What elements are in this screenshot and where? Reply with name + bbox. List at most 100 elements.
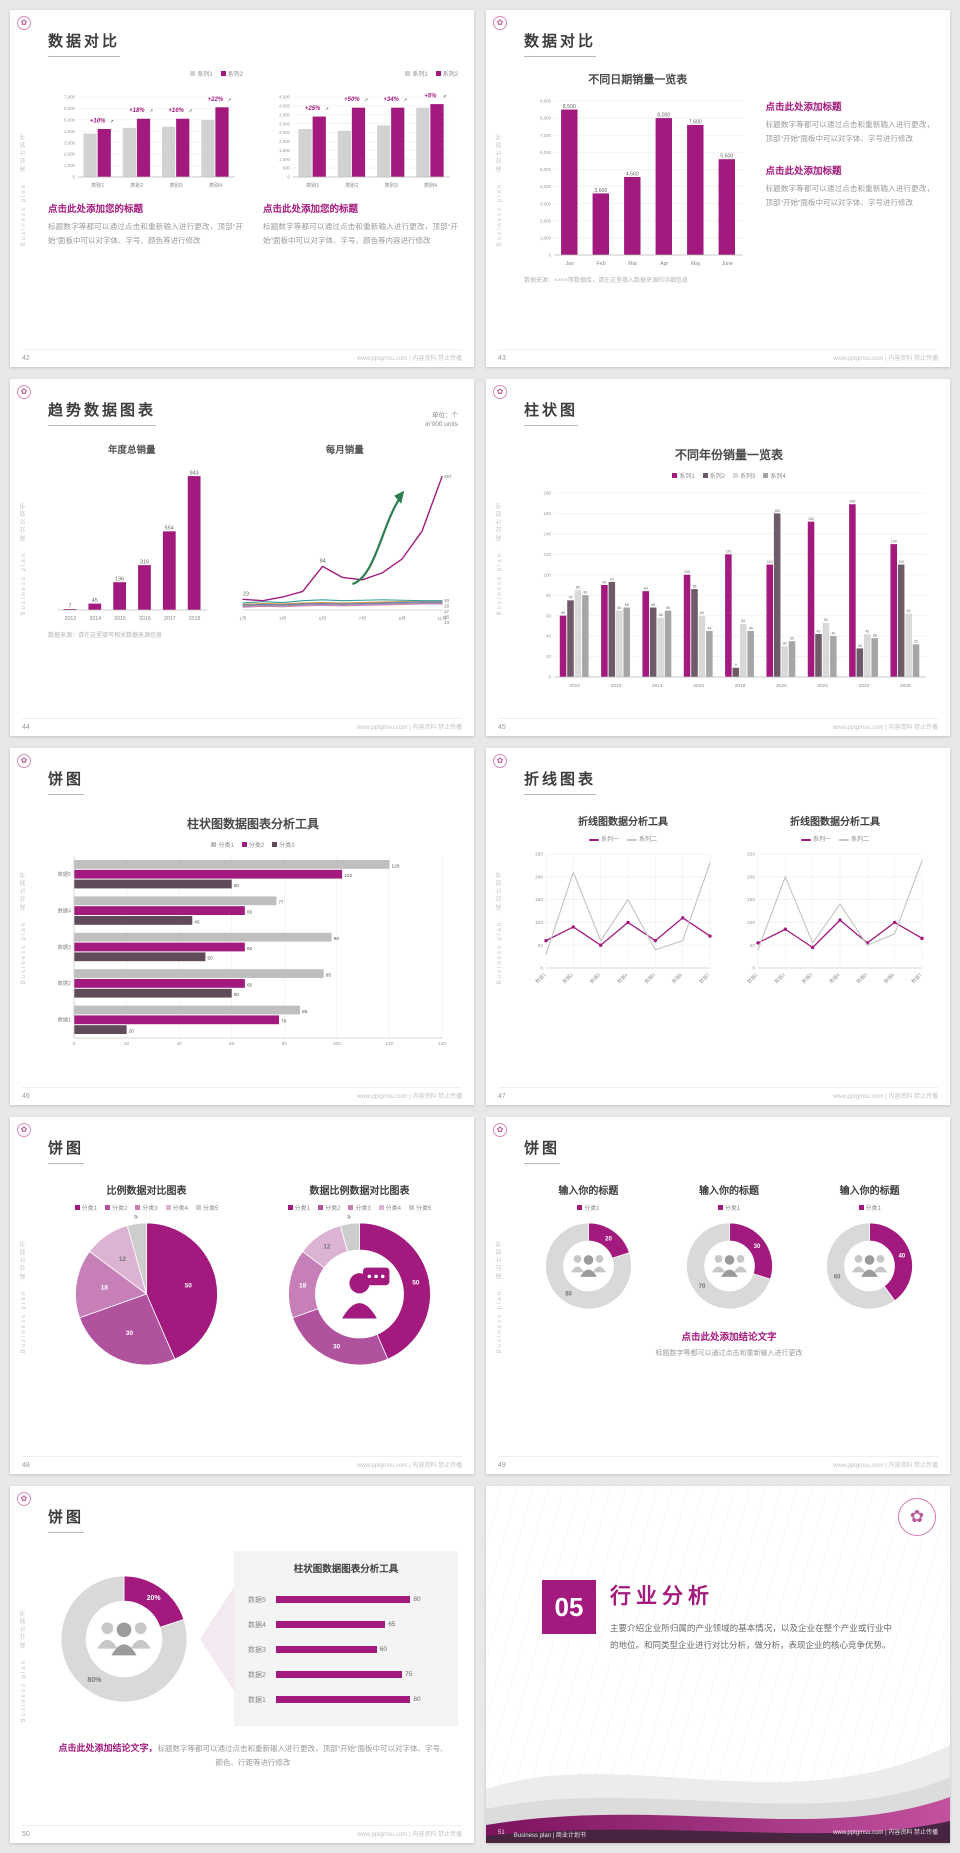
beam-connector-shape xyxy=(200,1586,234,1691)
svg-text:+22%: +22% xyxy=(208,97,224,103)
svg-text:3,000: 3,000 xyxy=(540,201,552,206)
svg-text:Jan: Jan xyxy=(566,261,574,267)
svg-text:98: 98 xyxy=(334,936,340,942)
side-watermark-text: Business plan · 商业计划书 xyxy=(497,500,503,615)
svg-text:13: 13 xyxy=(444,620,450,624)
svg-text:0: 0 xyxy=(549,253,552,258)
svg-text:8,500: 8,500 xyxy=(563,104,576,110)
brand-logo-icon: ✿ xyxy=(17,16,31,30)
page-number: 43 xyxy=(498,355,506,362)
svg-text:数据5: 数据5 xyxy=(58,870,71,878)
page-number: 49 xyxy=(498,1462,506,1469)
svg-text:80: 80 xyxy=(583,591,587,595)
svg-text:60: 60 xyxy=(546,613,551,618)
svg-text:2024: 2024 xyxy=(859,683,870,689)
svg-text:Mar: Mar xyxy=(628,261,637,267)
svg-text:38: 38 xyxy=(873,634,877,638)
conclusion-body: 标题数字等都可以通过点击和重新输入进行更改，顶部“开始”面板中可以对字体、字号、… xyxy=(48,222,243,245)
svg-text:数据2: 数据2 xyxy=(58,979,71,987)
svg-text:50: 50 xyxy=(750,943,756,949)
svg-text:169: 169 xyxy=(849,500,855,504)
svg-text:2022: 2022 xyxy=(817,683,828,689)
page-number: 42 xyxy=(22,355,30,362)
svg-text:120: 120 xyxy=(725,550,731,554)
svg-text:↗: ↗ xyxy=(403,98,407,104)
svg-text:150: 150 xyxy=(535,897,543,903)
donut-chart-20: 分类1 20 80 xyxy=(524,1201,653,1317)
svg-text:+34%: +34% xyxy=(383,97,399,103)
svg-text:数据1: 数据1 xyxy=(746,971,760,985)
svg-text:100: 100 xyxy=(535,920,543,926)
svg-text:4,500: 4,500 xyxy=(279,95,291,100)
svg-text:45: 45 xyxy=(194,919,200,925)
page-number: 51 xyxy=(498,1830,505,1836)
svg-text:+50%: +50% xyxy=(344,97,360,103)
svg-text:2,500: 2,500 xyxy=(279,130,291,135)
svg-text:数据3: 数据3 xyxy=(58,943,71,951)
svg-text:4,000: 4,000 xyxy=(279,103,291,108)
side-watermark-text: Business plan · 商业计划书 xyxy=(21,1238,27,1353)
svg-text:93: 93 xyxy=(610,577,614,581)
svg-text:8,000: 8,000 xyxy=(657,113,670,119)
side-watermark-text: Business plan · 商业计划书 xyxy=(497,869,503,984)
svg-text:1,000: 1,000 xyxy=(540,235,552,240)
block-title: 点击此处添加标题 xyxy=(765,102,842,113)
svg-text:9,000: 9,000 xyxy=(540,99,552,104)
svg-text:0: 0 xyxy=(73,1041,76,1047)
svg-text:6,000: 6,000 xyxy=(64,106,76,111)
svg-text:类别1: 类别1 xyxy=(306,181,319,189)
svg-text:↗: ↗ xyxy=(110,119,114,125)
svg-text:140: 140 xyxy=(438,1041,446,1047)
svg-text:↗: ↗ xyxy=(188,109,192,115)
svg-text:60: 60 xyxy=(229,1041,235,1047)
chart-subtitle: 每月销量 xyxy=(325,445,364,456)
side-watermark-text: Business plan · 商业计划书 xyxy=(21,869,27,984)
conclusion-title: 点击此处添加结论文字 xyxy=(681,1332,777,1343)
svg-text:30: 30 xyxy=(126,1330,134,1337)
slide-45-column-chart: ✿ Business plan · 商业计划书 柱状图 不同年份销量一览表 系列… xyxy=(486,379,950,736)
block-title: 点击此处添加标题 xyxy=(765,166,842,177)
svg-text:17: 17 xyxy=(444,609,450,614)
svg-text:30: 30 xyxy=(333,1344,341,1351)
svg-text:85: 85 xyxy=(576,586,580,590)
svg-text:+16%: +16% xyxy=(168,108,184,114)
svg-text:65: 65 xyxy=(247,910,253,916)
svg-text:50: 50 xyxy=(412,1279,420,1286)
svg-text:0: 0 xyxy=(549,675,552,680)
svg-text:+18%: +18% xyxy=(129,108,145,114)
donut-chart-with-person-icon: 分类1 分类2 分类3 分类4 分类5 50 30 18 12 5 xyxy=(261,1201,458,1373)
svg-text:类别3: 类别3 xyxy=(384,181,397,189)
page-number: 46 xyxy=(22,1093,30,1100)
svg-text:3,000: 3,000 xyxy=(279,121,291,126)
slide-title: 数据对比 xyxy=(48,30,121,57)
slide-title: 折线图表 xyxy=(524,768,597,795)
block-body: 标题数字等都可以通过点击和重新输入进行更改，顶部“开始”面板中可以对字体、字号进… xyxy=(765,184,934,207)
chart-title: 折线图数据分析工具 xyxy=(790,817,880,828)
svg-text:5,000: 5,000 xyxy=(64,117,76,122)
slide-footer: 49 www.pptgmsu.com | 内容资料 禁止传播 xyxy=(498,1456,938,1469)
svg-text:1,500: 1,500 xyxy=(279,148,291,153)
yearly-sales-grouped-bar-chart: 系列1 系列2 系列3 系列4 180 160 140 120 100 80 60 40 20 0 60 75… xyxy=(543,473,926,689)
svg-text:2026: 2026 xyxy=(900,683,911,689)
unit-label: 单位：个 in'000 units xyxy=(425,411,458,429)
svg-text:6,000: 6,000 xyxy=(540,150,552,155)
divider-footer: 51 Business plan | 商业计划书 www.pptgmsu.com… xyxy=(498,1827,938,1839)
slide-48-pie-charts: ✿ Business plan · 商业计划书 饼图 比例数据对比图表 分类1 分… xyxy=(10,1117,474,1474)
side-watermark-text: Business plan · 商业计划书 xyxy=(21,500,27,615)
footer-site-text: www.pptgmsu.com | 内容资料 禁止传播 xyxy=(833,1094,938,1100)
svg-text:35: 35 xyxy=(790,637,794,641)
svg-text:2018: 2018 xyxy=(735,683,746,689)
svg-text:200: 200 xyxy=(747,874,755,880)
grouped-bar-chart-left: 系列1 系列2 7,000 6,000 5,000 4,000 3,000 2,000 1,00… xyxy=(64,71,243,189)
slide-footer: 44 www.pptgmsu.com | 内容资料 禁止传播 xyxy=(22,718,462,731)
svg-text:5月: 5月 xyxy=(319,616,326,622)
slide-footer: 42 www.pptgmsu.com | 内容资料 禁止传播 xyxy=(22,349,462,362)
page-number: 45 xyxy=(498,724,506,731)
side-watermark-text: Business plan · 商业计划书 xyxy=(497,131,503,246)
svg-text:数据2: 数据2 xyxy=(773,971,787,985)
slide-footer: 43 www.pptgmsu.com | 内容资料 禁止传播 xyxy=(498,349,938,362)
horizontal-grouped-bar-chart: 分类1 分类2 分类3 0 20 40 60 80 100 120 140 数据5 120 102 60 数据… xyxy=(57,842,447,1047)
slide-43-data-comparison: ✿ Business plan · 商业计划书 数据对比 不同日期销量一览表 9… xyxy=(486,10,950,367)
svg-text:70: 70 xyxy=(698,1284,705,1290)
svg-text:8,000: 8,000 xyxy=(540,116,552,121)
